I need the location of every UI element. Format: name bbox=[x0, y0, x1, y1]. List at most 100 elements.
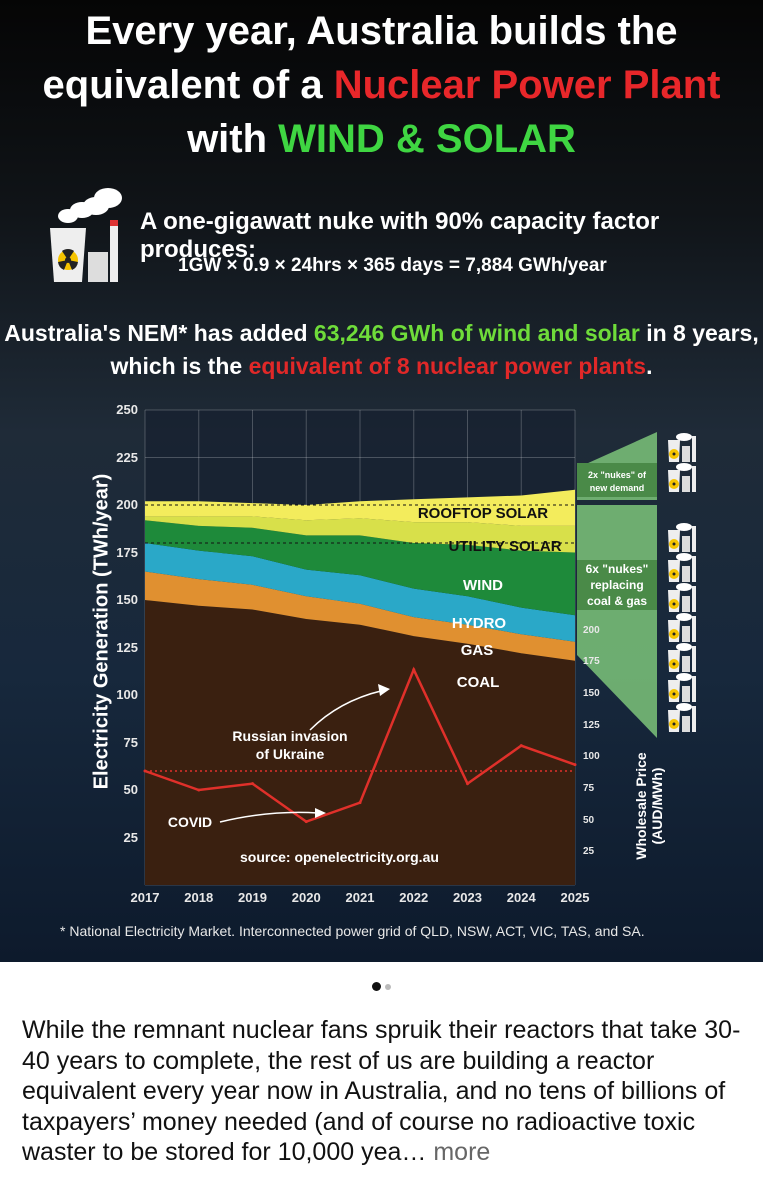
y-tick-label: 175 bbox=[116, 544, 138, 560]
headline-highlight-wind-solar: WIND & SOLAR bbox=[278, 117, 576, 161]
reactor-icon bbox=[668, 553, 696, 582]
area-rooftop-solar bbox=[145, 489, 575, 526]
annotation-invasion-arrow bbox=[309, 689, 386, 731]
reactor-icon bbox=[668, 613, 696, 642]
footnote: * National Electricity Market. Interconn… bbox=[60, 923, 645, 939]
price-axis-label-line-1: Wholesale Price bbox=[633, 752, 649, 860]
y-tick-label: 250 bbox=[116, 402, 138, 417]
replace-note-line-3: coal & gas bbox=[587, 594, 647, 608]
annotation-invasion-arrowhead bbox=[378, 684, 390, 696]
price-point bbox=[412, 668, 416, 672]
x-tick-label: 2025 bbox=[560, 890, 590, 905]
price-tick-label: 125 bbox=[583, 719, 600, 731]
headline-highlight-nuclear: Nuclear Power Plant bbox=[333, 63, 721, 107]
x-tick-label: 2018 bbox=[184, 890, 214, 905]
nem-statement-post: in 8 years, bbox=[639, 320, 759, 346]
nem-statement-pre: Australia's NEM* has added bbox=[4, 320, 314, 346]
price-tick-label: 75 bbox=[583, 783, 595, 794]
generation-chart: ROOFTOP SOLAR UTILITY SOLAR WIND HYDRO GAS CO… bbox=[143, 409, 657, 886]
x-tick-label: 2022 bbox=[399, 890, 429, 905]
y-tick-label: 25 bbox=[123, 829, 138, 845]
x-tick-label: 2020 bbox=[291, 890, 321, 905]
carousel-dot-active[interactable] bbox=[372, 982, 381, 991]
nem-statement-red: equivalent of 8 nuclear power plants bbox=[248, 353, 647, 379]
replace-note-box bbox=[577, 560, 657, 610]
y-tick-label: 75 bbox=[123, 734, 138, 750]
demand-note-line-2: new demand bbox=[590, 483, 645, 493]
price-axis-label-line-2: (AUD/MWh) bbox=[649, 767, 665, 845]
series-label-hydro: HYDRO bbox=[452, 615, 507, 632]
headline-line-3-text: with bbox=[187, 117, 279, 161]
area-wind bbox=[145, 520, 575, 616]
nuclear-plant-icon bbox=[50, 188, 122, 282]
annotation-covid: COVID bbox=[168, 814, 212, 830]
price-tick-label: 175 bbox=[583, 656, 600, 668]
price-point bbox=[573, 763, 577, 767]
series-label-rooftop-solar: ROOFTOP SOLAR bbox=[418, 505, 548, 522]
headline: Every year, Australia builds the equival… bbox=[0, 4, 763, 166]
price-point bbox=[304, 820, 308, 824]
annotation-invasion-line-1: Russian invasion bbox=[232, 728, 347, 744]
reactor-icon bbox=[668, 463, 696, 492]
price-tick-label: 200 bbox=[583, 624, 600, 636]
price-tick-label: 25 bbox=[583, 846, 595, 858]
carousel-dot-inactive[interactable] bbox=[385, 984, 391, 990]
price-point bbox=[358, 801, 362, 805]
y-tick-label: 200 bbox=[116, 497, 138, 512]
reactor-icon bbox=[668, 673, 696, 702]
series-label-wind: WIND bbox=[463, 577, 503, 594]
annotation-covid-arrow bbox=[219, 811, 319, 823]
nem-statement-green: 63,246 GWh of wind and solar bbox=[313, 320, 640, 346]
series-label-coal: COAL bbox=[457, 674, 500, 691]
series-label-gas: GAS bbox=[461, 642, 494, 659]
y-tick-label: 225 bbox=[116, 449, 138, 465]
headline-line-2: equivalent of a Nuclear Power Plant bbox=[0, 58, 763, 112]
nem-statement-line2-post: . bbox=[646, 353, 653, 379]
price-tick-label: 100 bbox=[583, 751, 600, 763]
demand-note-box bbox=[577, 463, 657, 497]
price-point bbox=[519, 744, 523, 748]
nem-statement-line2-pre: which is the bbox=[110, 353, 249, 379]
area-hydro bbox=[145, 543, 575, 642]
x-tick-label: 2023 bbox=[453, 890, 482, 905]
headline-line-1: Every year, Australia builds the bbox=[85, 9, 678, 53]
price-tick-label: 150 bbox=[583, 688, 600, 699]
post-caption-text: While the remnant nuclear fans spruik th… bbox=[22, 1016, 741, 1166]
replace-note-line-2: replacing bbox=[590, 578, 643, 592]
see-more-link[interactable]: more bbox=[433, 1138, 491, 1166]
y-tick-label: 150 bbox=[116, 592, 138, 607]
y-tick-label: 100 bbox=[116, 687, 138, 702]
headline-line-3: with WIND & SOLAR bbox=[0, 112, 763, 166]
price-tick-label: 50 bbox=[583, 814, 595, 826]
x-tick-label: 2019 bbox=[238, 890, 267, 905]
reactor-icon bbox=[668, 643, 696, 672]
x-tick-label: 2021 bbox=[345, 890, 375, 905]
area-coal bbox=[145, 600, 575, 885]
carousel-indicator[interactable] bbox=[370, 978, 393, 996]
nem-statement-line-1: Australia's NEM* has added 63,246 GWh of… bbox=[0, 320, 763, 347]
price-point bbox=[197, 788, 201, 792]
nuke-explainer-formula: 1GW × 0.9 × 24hrs × 365 days = 7,884 GWh… bbox=[178, 255, 607, 276]
nem-statement-line-2: which is the equivalent of 8 nuclear pow… bbox=[0, 353, 763, 380]
nuke-explainer-heading: A one-gigawatt nuke with 90% capacity fa… bbox=[140, 208, 660, 263]
y-tick-label: 50 bbox=[123, 782, 138, 797]
reactor-icon bbox=[668, 703, 696, 732]
price-point bbox=[251, 782, 254, 786]
replace-note-line-1: 6x "nukes" bbox=[586, 562, 649, 576]
price-axis-label: Wholesale Price (AUD/MWh) bbox=[633, 731, 665, 881]
reactor-icon bbox=[668, 583, 696, 612]
area-utility-solar bbox=[145, 516, 575, 553]
price-point bbox=[143, 769, 147, 773]
reactor-icon bbox=[668, 433, 696, 462]
annotation-covid-arrowhead bbox=[315, 808, 326, 818]
x-tick-label: 2024 bbox=[506, 890, 536, 905]
infographic-image: Every year, Australia builds the equival… bbox=[0, 0, 763, 962]
y-tick-label: 125 bbox=[116, 639, 138, 655]
x-tick-label: 2017 bbox=[130, 890, 160, 905]
price-point bbox=[466, 782, 469, 786]
series-label-utility-solar: UTILITY SOLAR bbox=[448, 538, 561, 555]
replacement-bracket bbox=[577, 505, 657, 738]
demand-note-line-1: 2x "nukes" of bbox=[588, 470, 647, 480]
reactor-icon bbox=[668, 523, 696, 552]
annotation-invasion-line-2: of Ukraine bbox=[256, 746, 325, 762]
